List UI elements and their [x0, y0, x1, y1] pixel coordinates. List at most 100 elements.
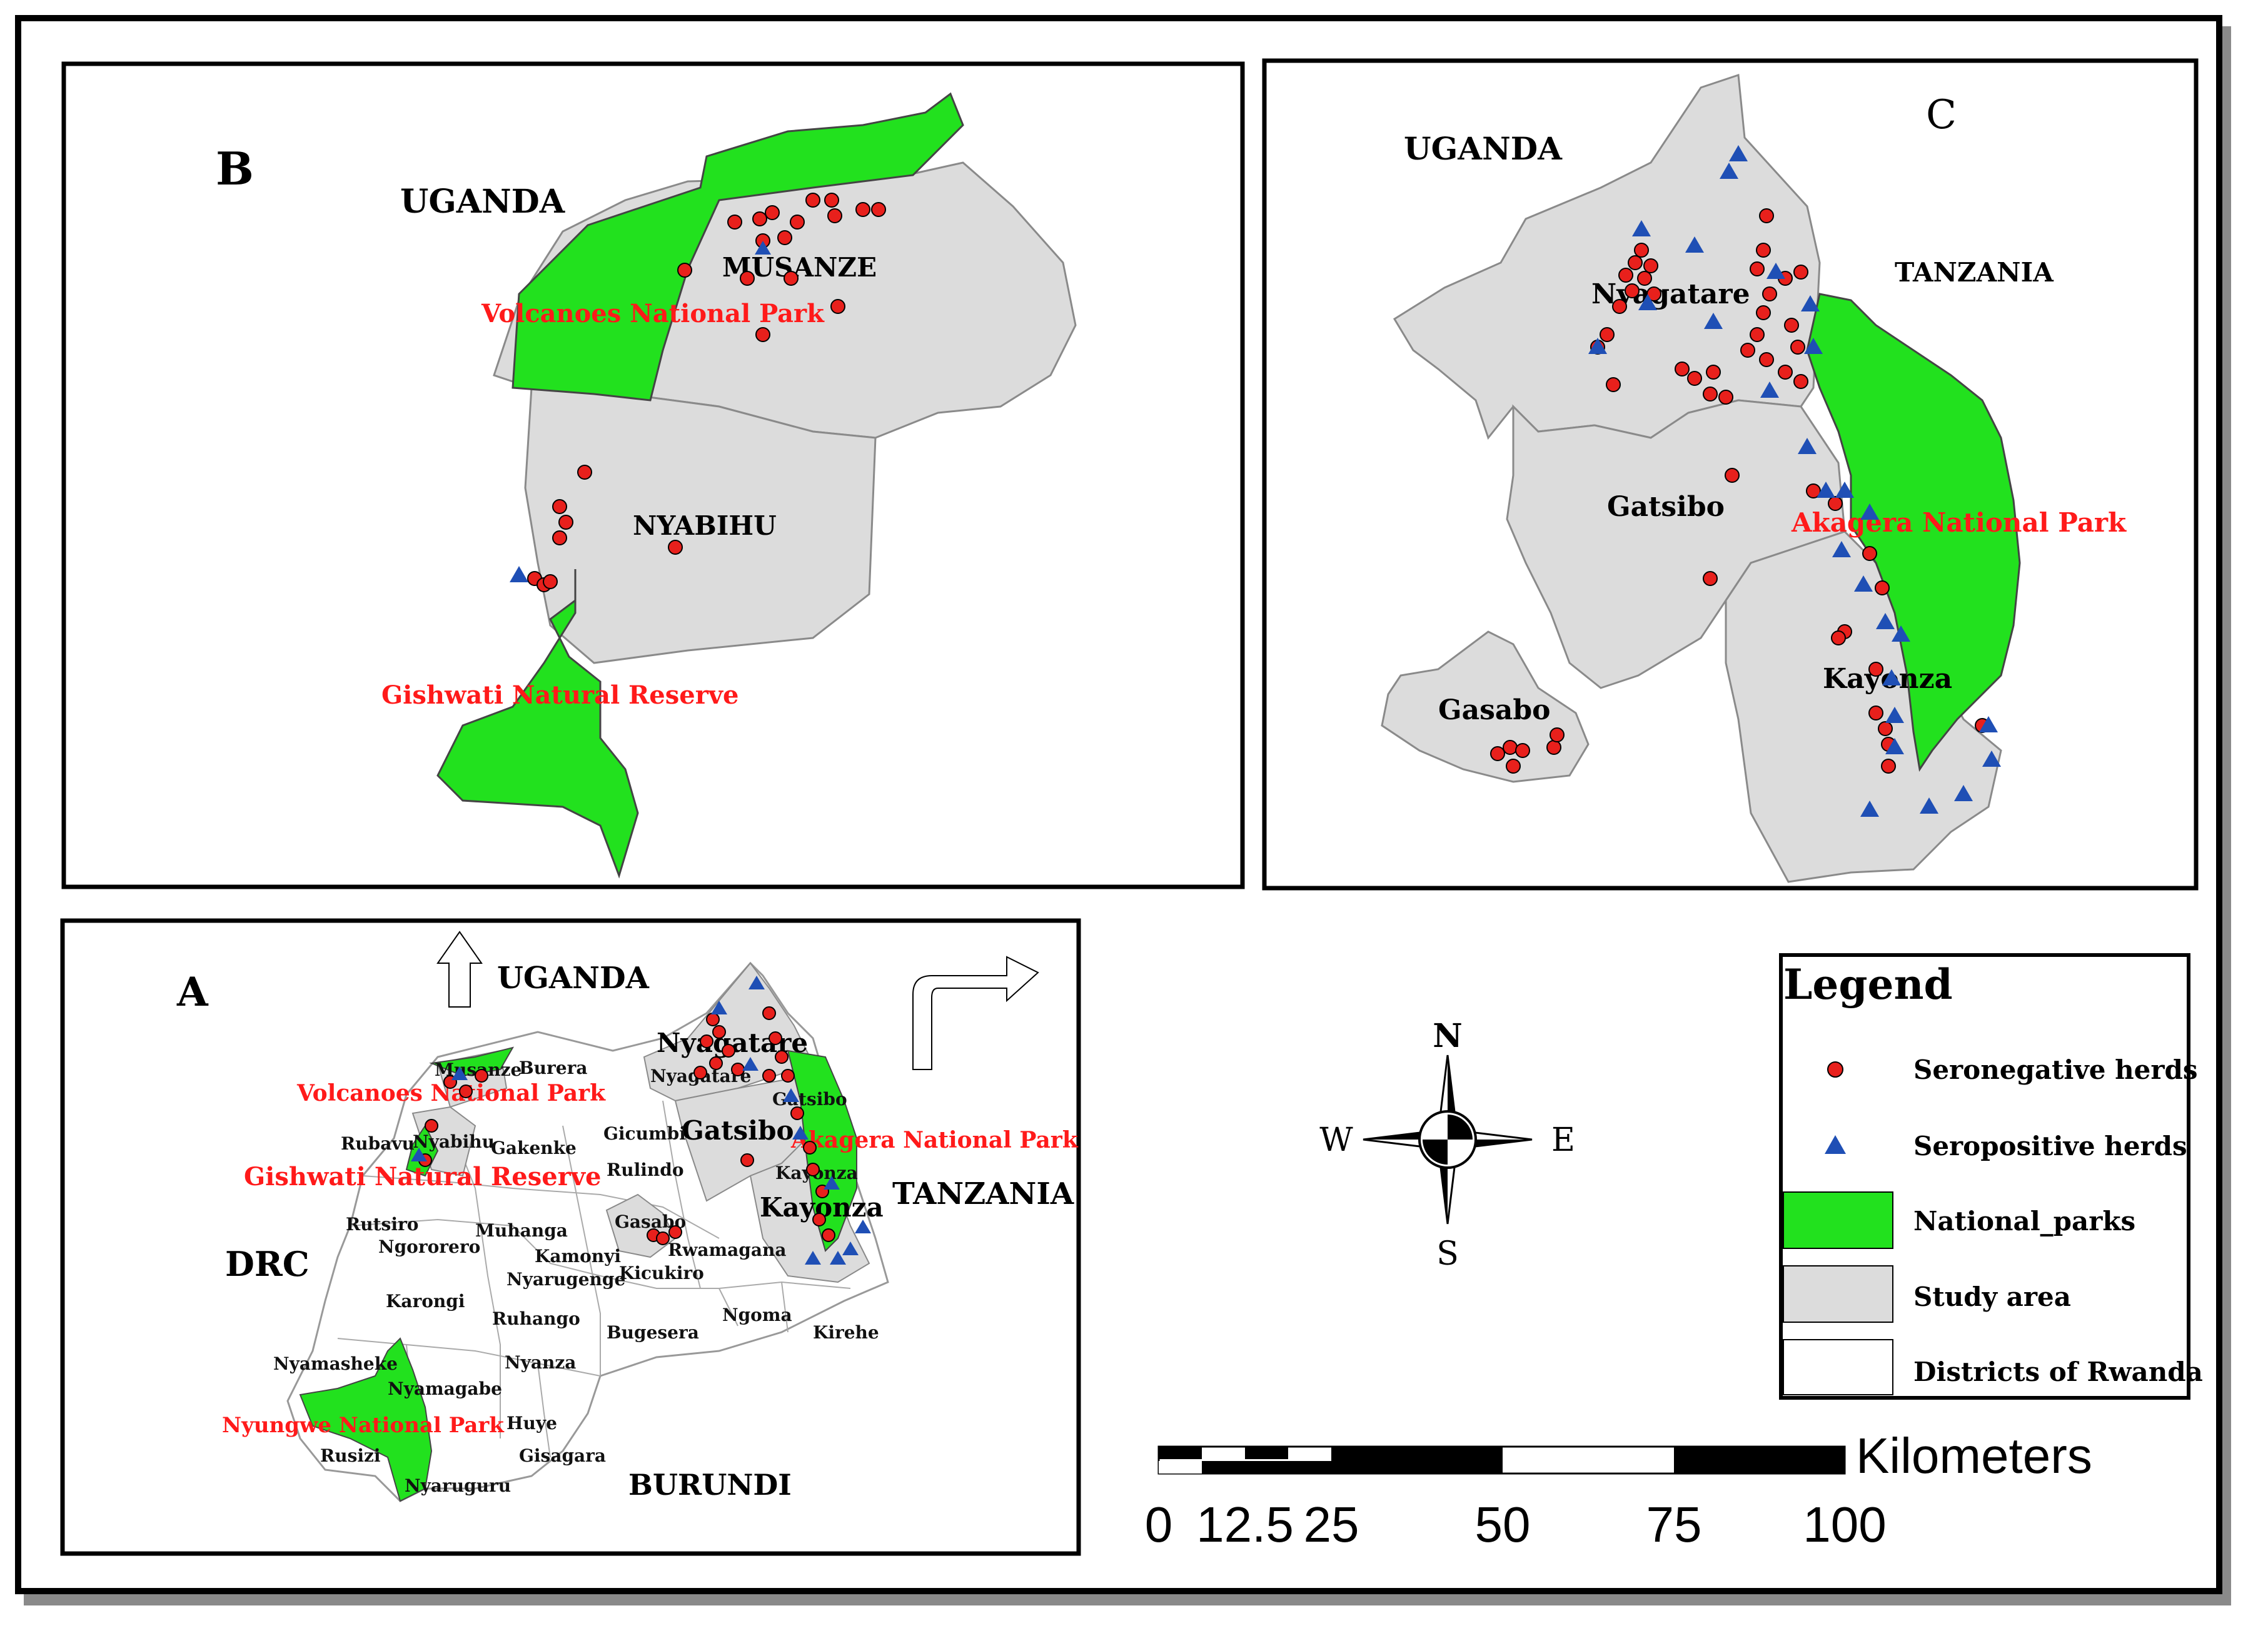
scale-bar: Kilometers 0 12.5 25 50 75 100: [1145, 1428, 2092, 1552]
seropositive-herd-marker: [1804, 338, 1823, 354]
district-label: Nyarugenge: [507, 1269, 625, 1290]
seronegative-herd-marker: [731, 1063, 745, 1076]
district-label: Ruhango: [492, 1308, 580, 1329]
compass-n-label: N: [1433, 1017, 1463, 1055]
district-label: Kirehe: [813, 1322, 879, 1343]
seropositive-herd-marker: [855, 1220, 871, 1233]
seronegative-herd-marker: [1878, 721, 1893, 736]
seronegative-herd-marker: [577, 465, 592, 480]
legend-label: Seronegative herds: [1913, 1054, 2198, 1085]
seropositive-herd-marker: [748, 976, 765, 989]
seronegative-herd-marker: [765, 205, 780, 220]
gasabo-district-c: [1381, 630, 1590, 783]
seropositive-herd-marker: [411, 1148, 427, 1161]
seronegative-herd-marker: [1756, 305, 1771, 320]
seronegative-herd-marker: [1503, 740, 1518, 755]
seropositive-herd-marker: [755, 241, 771, 255]
seropositive-herd-marker: [1860, 503, 1879, 520]
panel-a-drc-label: DRC: [225, 1244, 310, 1284]
seronegative-herd-marker: [1740, 343, 1755, 358]
seropositive-herd-marker: [783, 1088, 799, 1102]
seronegative-herd-marker: [1881, 759, 1896, 774]
panel-a-akagera-label: Akagera National Park: [790, 1127, 1079, 1153]
seropositive-herd-marker: [830, 1251, 846, 1265]
seropositive-herd-marker: [1854, 575, 1873, 592]
seronegative-herd-marker: [1606, 377, 1621, 392]
bent-arrow-icon: [912, 956, 1039, 1070]
district-label: Kicukiro: [619, 1263, 704, 1283]
seropositive-herd-marker: [1767, 263, 1785, 279]
seronegative-herd-marker: [740, 1153, 754, 1167]
legend-parks-swatch: [1783, 1191, 1893, 1249]
seronegative-herd-marker: [1618, 268, 1633, 283]
seronegative-herd-marker: [543, 574, 558, 589]
panel-a: A UGANDA DRC TANZANIA BURUNDI Volcanoes …: [60, 918, 1081, 1556]
seronegative-herd-marker: [790, 215, 805, 230]
nyabihu-district: [524, 387, 877, 664]
seronegative-herd-marker: [1703, 387, 1718, 402]
seronegative-herd-marker: [558, 515, 573, 530]
legend-seropositive-symbol: [1825, 1135, 1846, 1154]
legend-label: Seropositive herds: [1913, 1131, 2187, 1161]
seropositive-herd-marker: [1720, 163, 1738, 179]
seronegative-herd-marker: [762, 1006, 776, 1020]
district-label: Nyamasheke: [273, 1353, 398, 1374]
panel-a-seropositive-markers: [411, 976, 871, 1265]
panel-a-letter: A: [176, 969, 209, 1016]
seronegative-herd-marker: [1875, 580, 1890, 595]
seronegative-herd-marker: [805, 193, 820, 208]
panel-b-seropositive-markers: [510, 241, 771, 582]
district-label: Muhanga: [475, 1220, 568, 1241]
panel-c-seronegative-markers: [1490, 208, 1990, 774]
panel-a-seronegative-markers: [418, 1006, 835, 1245]
seronegative-herd-marker: [700, 1034, 713, 1048]
seronegative-herd-marker: [693, 1066, 707, 1079]
scale-tick-label: 25: [1304, 1497, 1359, 1552]
nyungwe-park-a: [299, 1337, 433, 1502]
panel-b-volcanoes-label: Volcanoes National Park: [481, 299, 825, 328]
seronegative-herd-marker: [1628, 255, 1643, 270]
seronegative-herd-marker: [1718, 390, 1733, 405]
panel-b: B UGANDA MUSANZE Volcanoes National Park…: [61, 61, 1245, 889]
district-label: Gatsibo: [772, 1089, 847, 1110]
panel-b-nyabihu-label: NYABIHU: [633, 510, 777, 541]
legend-label: National_parks: [1913, 1206, 2135, 1236]
seronegative-herd-marker: [1828, 496, 1843, 511]
seropositive-herd-marker: [510, 566, 528, 582]
seronegative-herd-marker: [1550, 727, 1565, 742]
panel-a-district-labels: Musanze Burera Nyagatare Gatsibo Rubavu …: [273, 1058, 879, 1496]
seronegative-herd-marker: [784, 271, 799, 286]
seronegative-herd-marker: [668, 540, 683, 555]
seronegative-herd-marker: [1637, 271, 1652, 286]
seronegative-herd-marker: [1703, 571, 1718, 586]
seronegative-herd-marker: [1784, 318, 1799, 333]
seronegative-herd-marker: [1868, 705, 1883, 720]
panel-b-uganda-label: UGANDA: [400, 183, 565, 221]
district-label: Ngororero: [378, 1236, 480, 1257]
seropositive-herd-marker: [451, 1066, 468, 1080]
seropositive-herd-marker: [1954, 785, 1973, 801]
seronegative-herd-marker: [755, 327, 770, 342]
panel-c-gatsibo-label: Gatsibo: [1607, 491, 1725, 523]
panel-a-uganda-label: UGANDA: [497, 961, 650, 996]
seropositive-herd-marker: [1979, 716, 1998, 732]
seronegative-herd-marker: [830, 299, 845, 314]
gishwati-reserve-b: [436, 569, 639, 879]
seropositive-herd-marker: [1982, 751, 2001, 767]
legend-frame: [1779, 953, 2190, 1400]
panel-a-gishwati-label: Gishwati Natural Reserve: [244, 1162, 601, 1191]
panel-c-tanzania-label: TANZANIA: [1895, 257, 2054, 288]
seronegative-herd-marker: [822, 1228, 835, 1242]
seronegative-herd-marker: [1778, 365, 1793, 380]
seronegative-herd-marker: [1756, 243, 1771, 258]
seronegative-herd-marker: [1600, 327, 1615, 342]
seronegative-herd-marker: [425, 1119, 438, 1133]
scale-tick-label: 100: [1803, 1497, 1886, 1552]
seronegative-herd-marker: [803, 1141, 817, 1155]
seronegative-herd-marker: [1750, 261, 1765, 276]
seronegative-herd-marker: [1706, 365, 1721, 380]
seronegative-herd-marker: [1759, 352, 1774, 367]
district-label: Rusizi: [320, 1445, 381, 1466]
seronegative-herd-marker: [824, 193, 839, 208]
compass-w-label: W: [1319, 1121, 1353, 1159]
